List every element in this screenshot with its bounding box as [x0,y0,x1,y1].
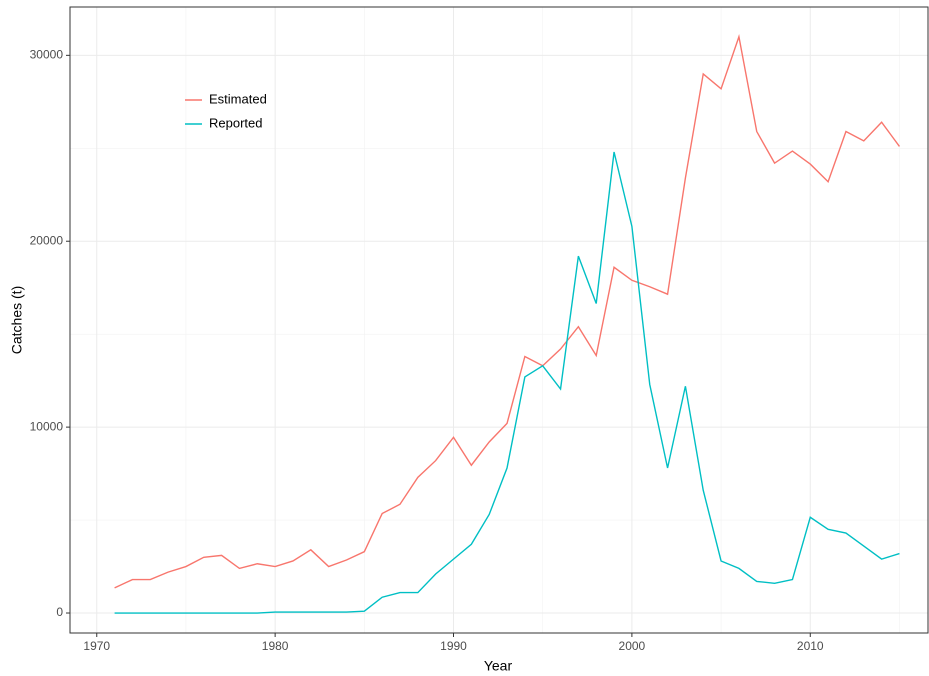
y-tick-label: 30000 [30,48,64,62]
y-tick-label: 20000 [30,233,64,247]
panel-border [69,6,929,634]
line [114,34,901,589]
x-tick-label: 1970 [83,639,110,653]
x-axis-title: Year [484,658,513,674]
x-tick-label: 1980 [262,639,289,653]
legend-label: Reported [209,115,262,130]
line [114,151,900,614]
y-axis-title: Catches (t) [9,286,25,354]
x-tick-label: 1990 [440,639,467,653]
x-tick-label: 2000 [619,639,646,653]
y-tick-label: 10000 [30,419,64,433]
y-tick-label: 0 [56,605,63,619]
legend-label: Estimated [209,91,267,106]
x-tick-label: 2010 [797,639,824,653]
